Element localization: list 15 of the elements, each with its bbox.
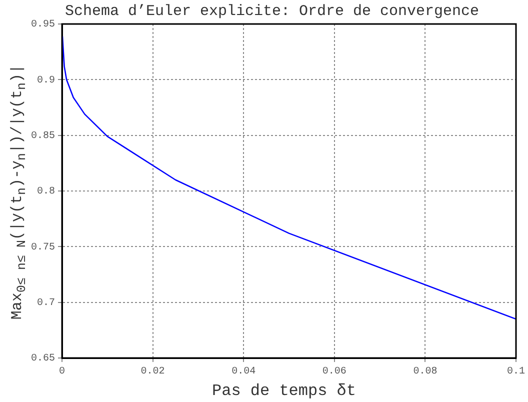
x-tick-label: 0.02 <box>140 366 165 378</box>
y-tick-label: 0.95 <box>30 20 56 31</box>
y-tick-label: 0.9 <box>36 75 56 86</box>
y-tick-label: 0.85 <box>30 130 56 142</box>
x-tick-label: 0.08 <box>413 366 438 378</box>
x-axis-title: Pas de temps δt <box>212 382 356 400</box>
y-tick-label: 0.65 <box>30 354 56 365</box>
x-tick-label: 0 <box>58 366 66 378</box>
y-tick-label: 0.7 <box>36 298 56 309</box>
y-tick-label: 0.8 <box>36 186 56 198</box>
x-tick-label: 0.1 <box>506 366 526 378</box>
y-tick-label: 0.75 <box>30 242 56 254</box>
chart-title: Schema d’Euler explicite: Ordre de convergence <box>64 2 480 20</box>
x-tick-label: 0.04 <box>232 366 256 378</box>
x-tick-label: 0.06 <box>322 366 346 378</box>
